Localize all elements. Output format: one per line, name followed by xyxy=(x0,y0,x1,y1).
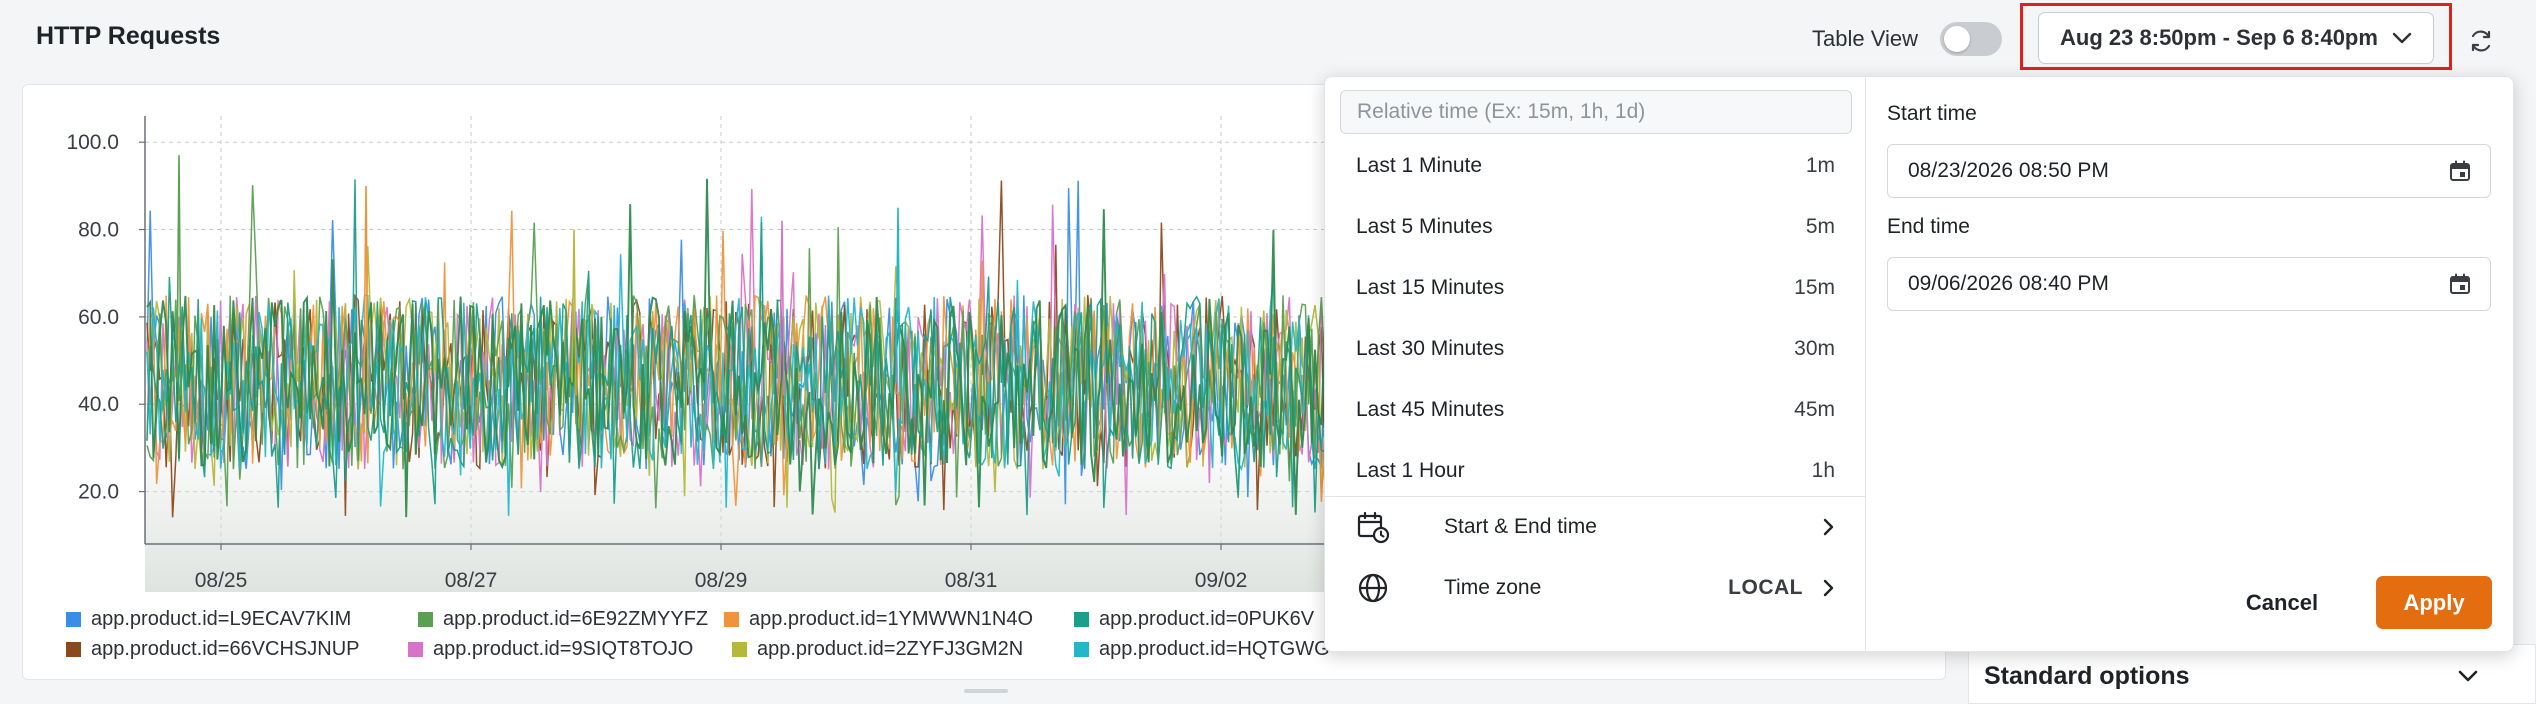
http-requests-chart[interactable]: 100.0 80.0 60.0 40.0 20.0 08/25 08/27 08/29 08/… xyxy=(22,84,1946,680)
preset-label: Last 15 Minutes xyxy=(1356,276,1505,299)
legend-label: app.product.id=66VCHSJNUP xyxy=(91,638,360,660)
start-time-field[interactable]: 08/23/2026 08:50 PM xyxy=(1887,144,2491,198)
preset-shortcut: 5m xyxy=(1805,215,1835,238)
calendar-icon[interactable] xyxy=(2448,272,2472,296)
legend-swatch xyxy=(66,612,81,627)
preset-option[interactable]: Last 1 Minute 1m xyxy=(1324,136,1865,196)
preset-label: Last 30 Minutes xyxy=(1356,337,1505,360)
time-range-label: Aug 23 8:50pm - Sep 6 8:40pm xyxy=(2060,25,2378,50)
x-tick-label: 08/29 xyxy=(695,569,748,592)
x-tick-label: 09/02 xyxy=(1195,569,1248,592)
series-spike xyxy=(176,155,182,396)
legend-swatch xyxy=(1074,612,1089,627)
preset-label: Last 5 Minutes xyxy=(1356,215,1493,238)
cancel-button[interactable]: Cancel xyxy=(2245,590,2319,615)
legend-swatch xyxy=(1074,642,1089,657)
legend-item[interactable]: app.product.id=9SIQT8TOJO xyxy=(408,638,693,661)
chevron-right-icon xyxy=(1823,579,1834,597)
y-tick-label: 80.0 xyxy=(78,219,119,242)
legend-item[interactable]: app.product.id=2ZYFJ3GM2N xyxy=(732,638,1023,661)
standard-options-section[interactable] xyxy=(1968,644,2536,704)
refresh-button[interactable] xyxy=(2466,26,2496,56)
standard-options-label: Standard options xyxy=(1984,662,2190,690)
refresh-icon xyxy=(2471,30,2491,52)
series-line xyxy=(146,178,1352,518)
preset-label: Last 1 Minute xyxy=(1356,154,1483,177)
legend-item[interactable]: app.product.id=L9ECAV7KIM xyxy=(66,608,351,631)
x-tick-label: 08/31 xyxy=(945,569,998,592)
legend-swatch xyxy=(724,612,739,627)
preset-shortcut: 15m xyxy=(1794,276,1835,299)
legend-label: app.product.id=2ZYFJ3GM2N xyxy=(757,638,1024,660)
time-zone-option[interactable]: Time zone LOCAL xyxy=(1324,558,1865,618)
chevron-down-icon[interactable] xyxy=(2454,662,2482,690)
picker-divider xyxy=(1865,76,1866,652)
series-spike xyxy=(571,229,577,396)
relative-time-input[interactable] xyxy=(1340,90,1852,134)
series-spike xyxy=(363,185,369,396)
legend-item[interactable]: app.product.id=1YMWWN1N4O xyxy=(724,608,1033,631)
legend-label: app.product.id=1YMWWN1N4O xyxy=(749,608,1034,630)
time-range-button[interactable]: Aug 23 8:50pm - Sep 6 8:40pm xyxy=(2038,12,2434,64)
preset-option[interactable]: Last 5 Minutes 5m xyxy=(1324,197,1865,257)
legend-label: app.product.id=6E92ZMYYFZ xyxy=(443,608,709,630)
series-spike xyxy=(895,207,901,396)
y-tick-label: 40.0 xyxy=(78,393,119,416)
start-time-label: Start time xyxy=(1887,102,1977,125)
time-zone-value: LOCAL xyxy=(1728,576,1803,599)
preset-shortcut: 1m xyxy=(1805,154,1835,177)
legend-item[interactable]: app.product.id=0PUK6V xyxy=(1074,608,1314,631)
legend-swatch xyxy=(732,642,747,657)
preset-separator xyxy=(1324,496,1865,497)
start-end-time-label: Start & End time xyxy=(1444,515,1597,538)
apply-button[interactable]: Apply xyxy=(2376,576,2492,629)
end-time-field[interactable]: 09/06/2026 08:40 PM xyxy=(1887,257,2491,311)
preset-shortcut: 30m xyxy=(1794,337,1835,360)
preset-option[interactable]: Last 30 Minutes 30m xyxy=(1324,319,1865,379)
chevron-right-icon xyxy=(1823,518,1834,536)
preset-label: Last 45 Minutes xyxy=(1356,398,1505,421)
chevron-down-icon xyxy=(2392,32,2412,44)
legend-label: app.product.id=HQTGWG xyxy=(1099,638,1330,660)
preset-option[interactable]: Last 1 Hour 1h xyxy=(1324,441,1865,501)
end-time-label: End time xyxy=(1887,215,1970,238)
legend-item[interactable]: app.product.id=HQTGWG xyxy=(1074,638,1330,661)
end-time-value: 09/06/2026 08:40 PM xyxy=(1908,272,2109,295)
panel-resize-handle[interactable] xyxy=(964,689,1008,693)
x-tick-label: 08/27 xyxy=(445,569,498,592)
y-tick-label: 100.0 xyxy=(66,131,119,154)
preset-shortcut: 45m xyxy=(1794,398,1835,421)
series-spike xyxy=(779,220,785,396)
legend-item[interactable]: app.product.id=66VCHSJNUP xyxy=(66,638,359,661)
legend-label: app.product.id=0PUK6V xyxy=(1099,608,1315,630)
preset-label: Last 1 Hour xyxy=(1356,459,1465,482)
table-view-toggle[interactable] xyxy=(1940,22,2002,56)
range-highlight-box xyxy=(2020,3,2452,70)
start-end-time-option[interactable]: Start & End time xyxy=(1324,497,1865,557)
legend-label: app.product.id=9SIQT8TOJO xyxy=(433,638,694,660)
preset-shortcut: 1h xyxy=(1811,459,1835,482)
globe-icon xyxy=(1356,571,1396,605)
calendar-clock-icon xyxy=(1356,510,1396,544)
y-tick-label: 20.0 xyxy=(78,481,119,504)
legend-label: app.product.id=L9ECAV7KIM xyxy=(91,608,352,630)
legend-swatch xyxy=(418,612,433,627)
preset-option[interactable]: Last 15 Minutes 15m xyxy=(1324,258,1865,318)
start-time-value: 08/23/2026 08:50 PM xyxy=(1908,159,2109,182)
page-title: HTTP Requests xyxy=(36,22,221,50)
legend-swatch xyxy=(408,642,423,657)
preset-option[interactable]: Last 45 Minutes 45m xyxy=(1324,380,1865,440)
legend-swatch xyxy=(66,642,81,657)
calendar-icon[interactable] xyxy=(2448,159,2472,183)
legend-item[interactable]: app.product.id=6E92ZMYYFZ xyxy=(418,608,708,631)
time-zone-label: Time zone xyxy=(1444,576,1542,599)
y-tick-label: 60.0 xyxy=(78,306,119,329)
toggle-knob xyxy=(1944,26,1970,52)
table-view-label: Table View xyxy=(1812,26,1918,51)
x-tick-label: 08/25 xyxy=(195,569,248,592)
